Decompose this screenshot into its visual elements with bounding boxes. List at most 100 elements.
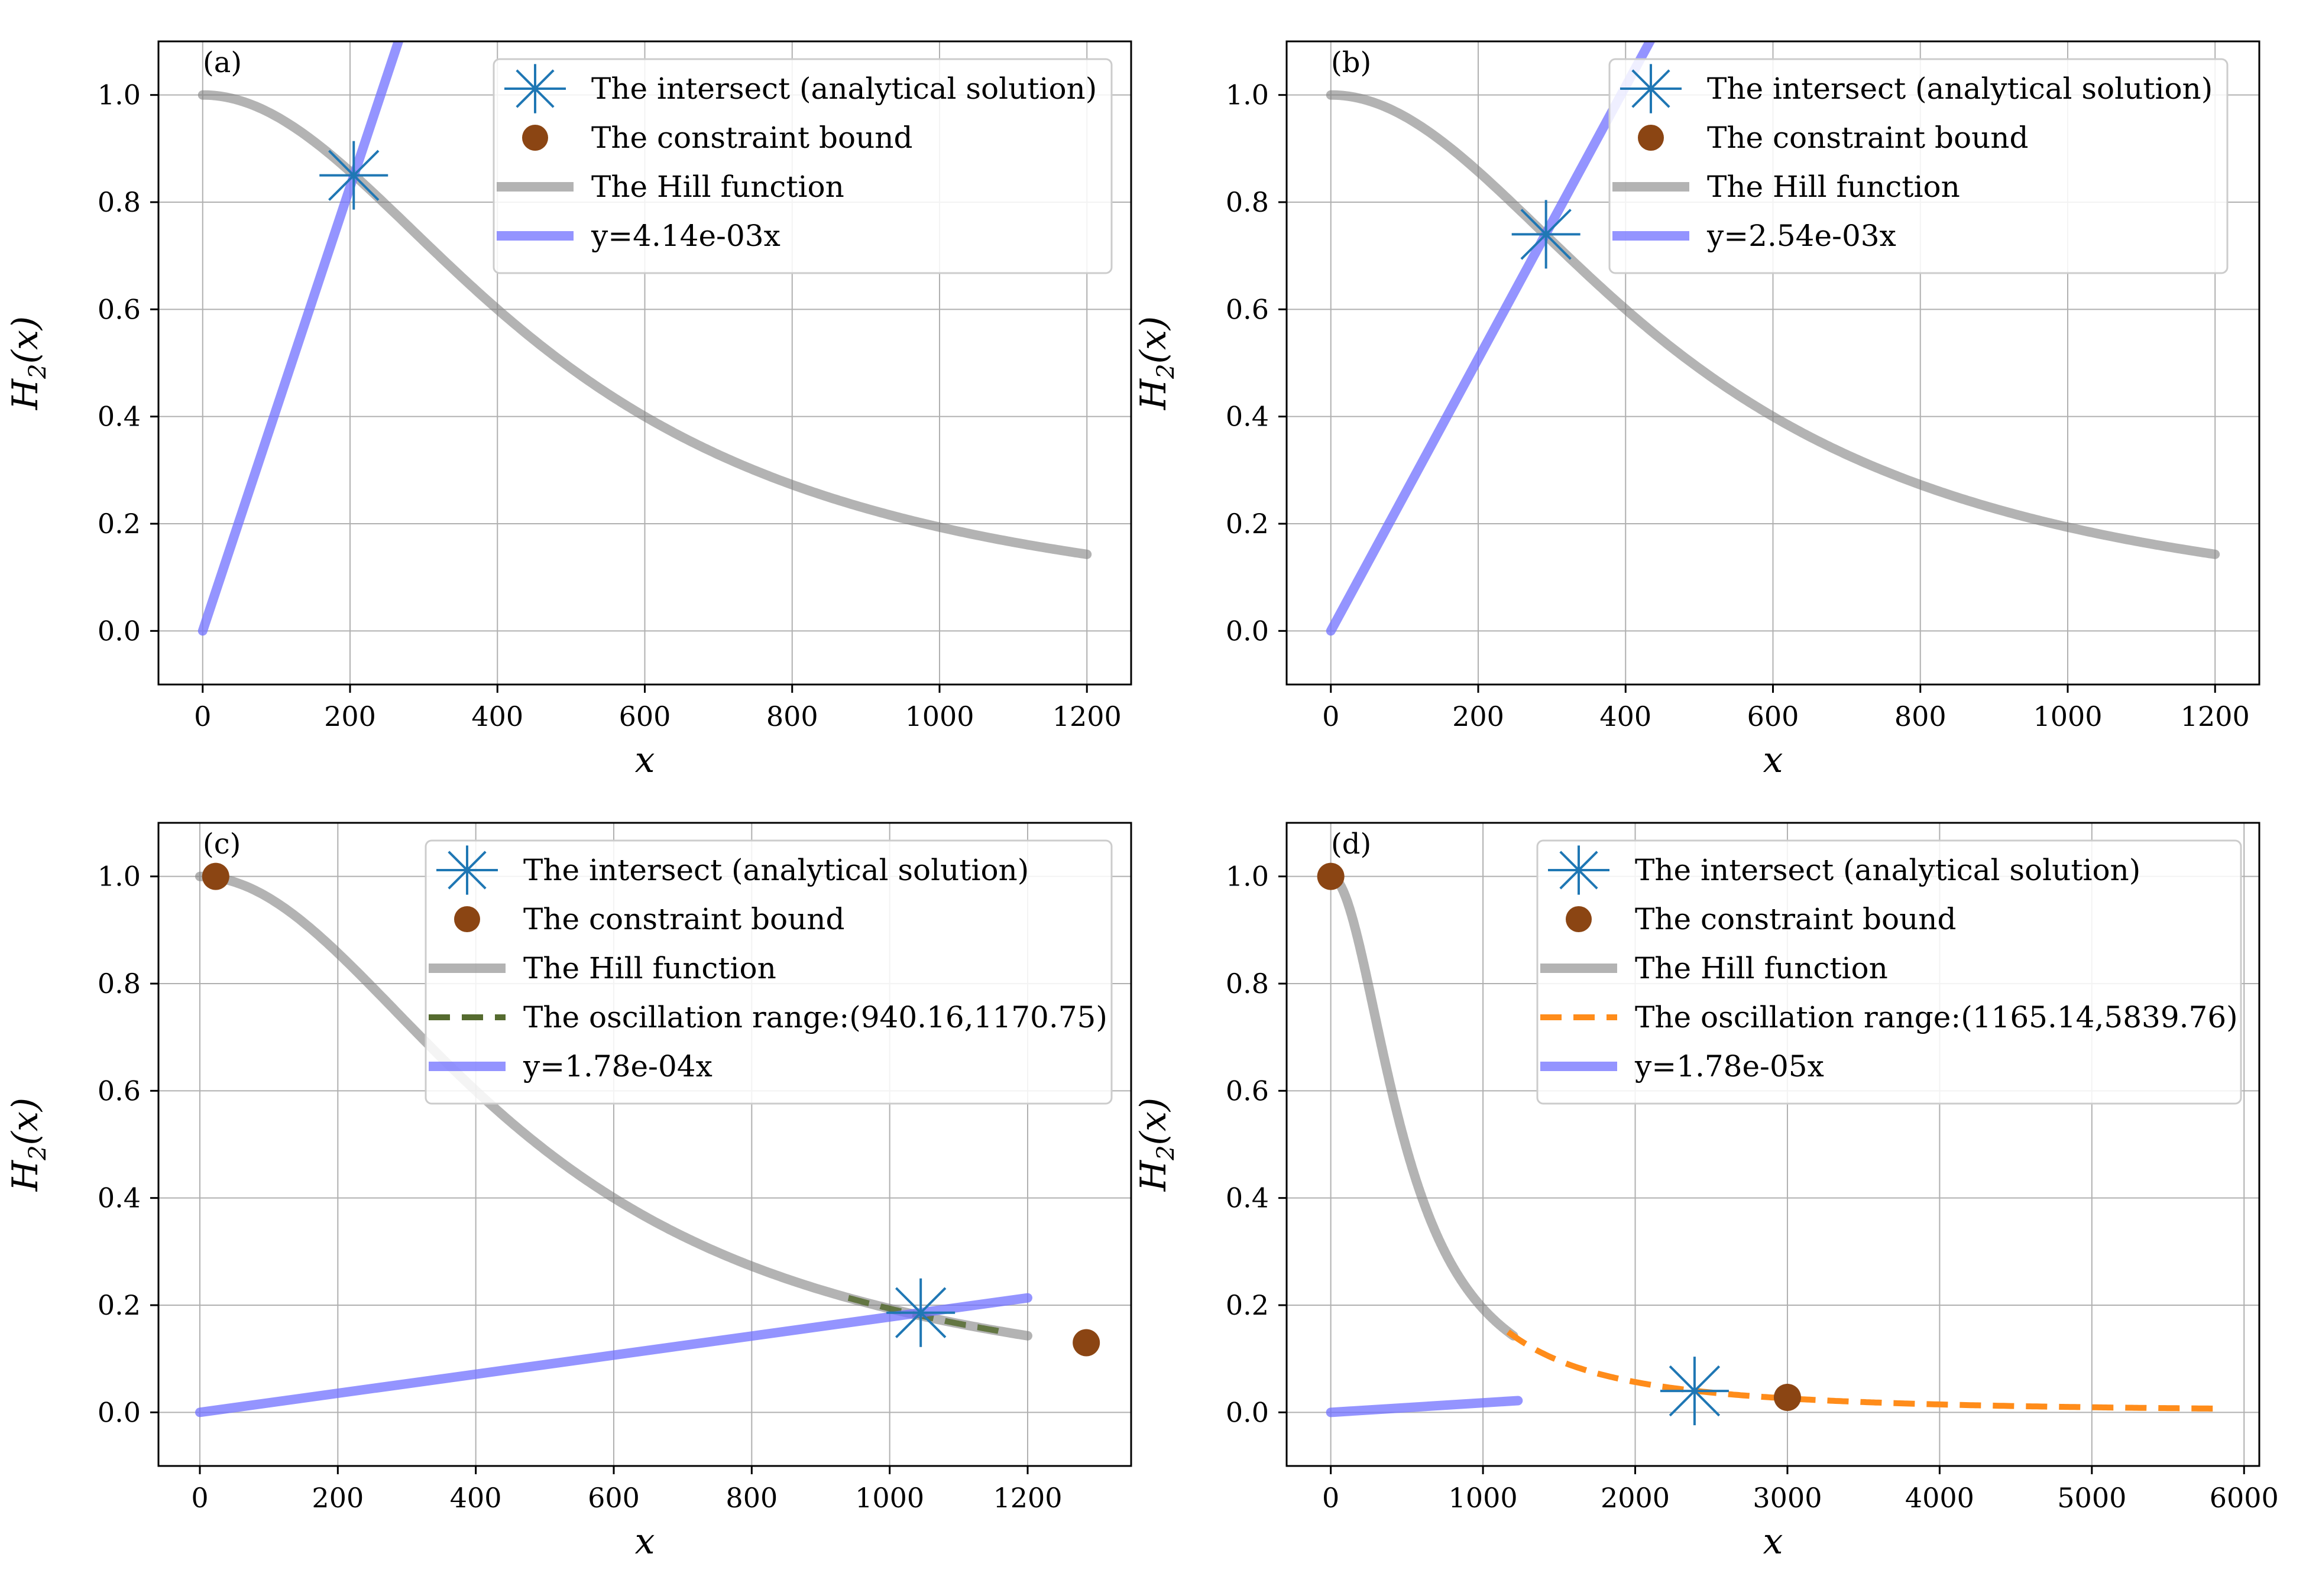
panel-c-x-axis-label: x <box>635 1521 655 1562</box>
panel-b-legend: The intersect (analytical solution) The c… <box>1608 58 2229 274</box>
panel-d-xtick-label: 6000 <box>2210 1482 2279 1514</box>
panel-d-oscillation-range <box>1506 1329 2220 1412</box>
panel-a-legend-label-intersect: The intersect (analytical solution) <box>591 72 1097 106</box>
panel-c-xtick-label: 1000 <box>855 1482 924 1514</box>
panel-d-xtick-label: 5000 <box>2057 1482 2126 1514</box>
panel-c-ytick-label: 0.8 <box>98 968 141 1000</box>
panel-a-legend-label-line: y=4.14e-03x <box>591 219 780 253</box>
panel-a-xtick-label: 1000 <box>905 700 974 732</box>
panel-d-ytick-label: 0.6 <box>1226 1075 1269 1107</box>
panel-d-legend-label-intersect: The intersect (analytical solution) <box>1635 853 2140 887</box>
panel-d-ytick-label: 0.4 <box>1226 1182 1269 1214</box>
panel-c-linear-line <box>195 1293 1032 1417</box>
panel-d-xtick-label: 2000 <box>1601 1482 1670 1514</box>
panel-c-plot-area <box>195 871 1032 1417</box>
panel-d-hill-curve <box>1326 871 1518 1341</box>
panel-b-xtick-label: 0 <box>1322 700 1339 732</box>
panel-a-linear-line <box>197 41 404 636</box>
panel-d-plot-area <box>1326 871 2220 1426</box>
panel-d-legend-label-line: y=1.78e-05x <box>1634 1049 1824 1084</box>
panel-d-x-axis-label: x <box>1763 1521 1783 1562</box>
panel-a-xtick-label: 600 <box>619 700 671 732</box>
panel-c: 0 200 400 600 800 1000 1200 0.0 0.2 0.4 0.6 0.8 1.0 x… <box>5 822 1132 1562</box>
panel-a-xtick-label: 400 <box>471 700 523 732</box>
panel-d-ytick-label: 0.2 <box>1226 1289 1269 1321</box>
panel-b-legend-label-hill: The Hill function <box>1707 170 1960 204</box>
panel-d-constraint-bound-point <box>1317 862 1345 890</box>
panel-b-legend-label-line: y=2.54e-03x <box>1706 219 1896 253</box>
panel-c-legend-label-hill: The Hill function <box>523 951 776 985</box>
panel-b-xtick-label: 1200 <box>2181 700 2250 732</box>
panel-d-xtick-label: 3000 <box>1753 1482 1822 1514</box>
panel-d-legend: The intersect (analytical solution) The c… <box>1536 839 2242 1105</box>
panel-a-ytick-label: 1.0 <box>98 79 141 111</box>
panel-d-ytick-label: 0.0 <box>1226 1396 1269 1428</box>
panel-a-xtick-label: 1200 <box>1052 700 1122 732</box>
panel-a-ytick-label: 0.4 <box>98 401 141 433</box>
panel-b-legend-label-intersect: The intersect (analytical solution) <box>1707 72 2213 106</box>
panel-a-legend-label-bound: The constraint bound <box>591 121 913 155</box>
panel-a-ytick-label: 0.0 <box>98 615 141 647</box>
panel-d-xtick-label: 4000 <box>1905 1482 1974 1514</box>
panel-a-ytick-label: 0.2 <box>98 508 141 540</box>
panel-d-legend-label-osc: The oscillation range:(1165.14,5839.76) <box>1635 1000 2238 1034</box>
panel-c-axes-frame <box>157 822 1132 1467</box>
panel-d-axes-frame <box>1285 822 2260 1467</box>
panel-b-ytick-label: 0.4 <box>1226 401 1269 433</box>
panel-c-ytick-label: 1.0 <box>98 861 141 893</box>
panel-c-xtick-label: 800 <box>726 1482 778 1514</box>
panel-a-ytick-label: 0.6 <box>98 293 141 325</box>
panel-a-legend-label-hill: The Hill function <box>591 170 844 204</box>
panel-a-ytick-label: 0.8 <box>98 186 141 218</box>
panel-d-linear-line <box>1326 1396 1523 1417</box>
panel-c-ytick-label: 0.0 <box>98 1396 141 1428</box>
panel-a-x-axis-label: x <box>635 739 655 781</box>
panel-d-y-axis-label: H2(x) <box>1133 1098 1180 1192</box>
panel-b: 0 200 400 600 800 1000 1200 0.0 0.2 0.4 0.6 0.8 1.0 x… <box>1133 40 2260 781</box>
panel-d-ytick-label: 1.0 <box>1226 861 1269 893</box>
panel-c-legend-label-osc: The oscillation range:(940.16,1170.75) <box>523 1000 1107 1034</box>
panel-c-legend-label-line: y=1.78e-04x <box>523 1049 712 1084</box>
panel-d-legend-label-hill: The Hill function <box>1635 951 1888 985</box>
panel-b-intersect-marker <box>1511 200 1580 269</box>
panel-b-ytick-label: 0.8 <box>1226 186 1269 218</box>
panel-b-x-axis-label: x <box>1763 739 1783 781</box>
panel-b-panel-label: (b) <box>1331 46 1371 79</box>
panel-a: 0 200 400 600 800 1000 1200 0.0 0.2 0.4 0.6 0.8 1.0 x… <box>5 40 1132 781</box>
panel-c-xtick-label: 200 <box>312 1482 364 1514</box>
panel-c-ytick-label: 0.6 <box>98 1075 141 1107</box>
panel-c-legend: The intersect (analytical solution) The c… <box>425 839 1113 1105</box>
panel-b-ytick-label: 0.0 <box>1226 615 1269 647</box>
panel-d-panel-label: (d) <box>1331 828 1371 861</box>
panel-c-xtick-label: 1200 <box>993 1482 1062 1514</box>
panel-b-hill-curve <box>1326 90 2220 559</box>
panel-b-ytick-label: 1.0 <box>1226 79 1269 111</box>
panel-b-xtick-label: 600 <box>1747 700 1799 732</box>
panel-a-panel-label: (a) <box>203 46 242 79</box>
panel-c-intersect-marker <box>886 1278 956 1347</box>
panel-b-ytick-label: 0.6 <box>1226 293 1269 325</box>
panel-d-intersect-marker <box>1660 1357 1729 1426</box>
panel-c-constraint-bound-point <box>1073 1329 1100 1357</box>
panel-b-xtick-label: 800 <box>1894 700 1947 732</box>
panel-d-constraint-bound-point <box>1773 1383 1801 1411</box>
panel-a-intersect-marker <box>319 141 388 210</box>
panel-d-xtick-label: 0 <box>1322 1482 1339 1514</box>
panel-c-legend-label-bound: The constraint bound <box>523 902 845 936</box>
panel-a-xtick-label: 800 <box>766 700 818 732</box>
panel-c-xtick-label: 0 <box>191 1482 208 1514</box>
panel-a-y-axis-label: H2(x) <box>5 316 51 410</box>
panel-a-plot-area <box>197 41 1092 636</box>
panel-c-panel-label: (c) <box>203 828 241 861</box>
panel-d: 0 1000 2000 3000 4000 5000 6000 0.0 0.2 0.4 0.6 0.8… <box>1133 822 2279 1562</box>
panel-d-ytick-label: 0.8 <box>1226 968 1269 1000</box>
panel-b-legend-label-bound: The constraint bound <box>1707 121 2029 155</box>
panel-a-xtick-label: 0 <box>194 700 211 732</box>
panel-c-legend-label-intersect: The intersect (analytical solution) <box>523 853 1029 887</box>
panel-c-xtick-label: 600 <box>588 1482 640 1514</box>
panel-c-ytick-label: 0.4 <box>98 1182 141 1214</box>
panel-d-legend-label-bound: The constraint bound <box>1635 902 1957 936</box>
panel-b-y-axis-label: H2(x) <box>1133 316 1180 410</box>
panel-b-ytick-label: 0.2 <box>1226 508 1269 540</box>
